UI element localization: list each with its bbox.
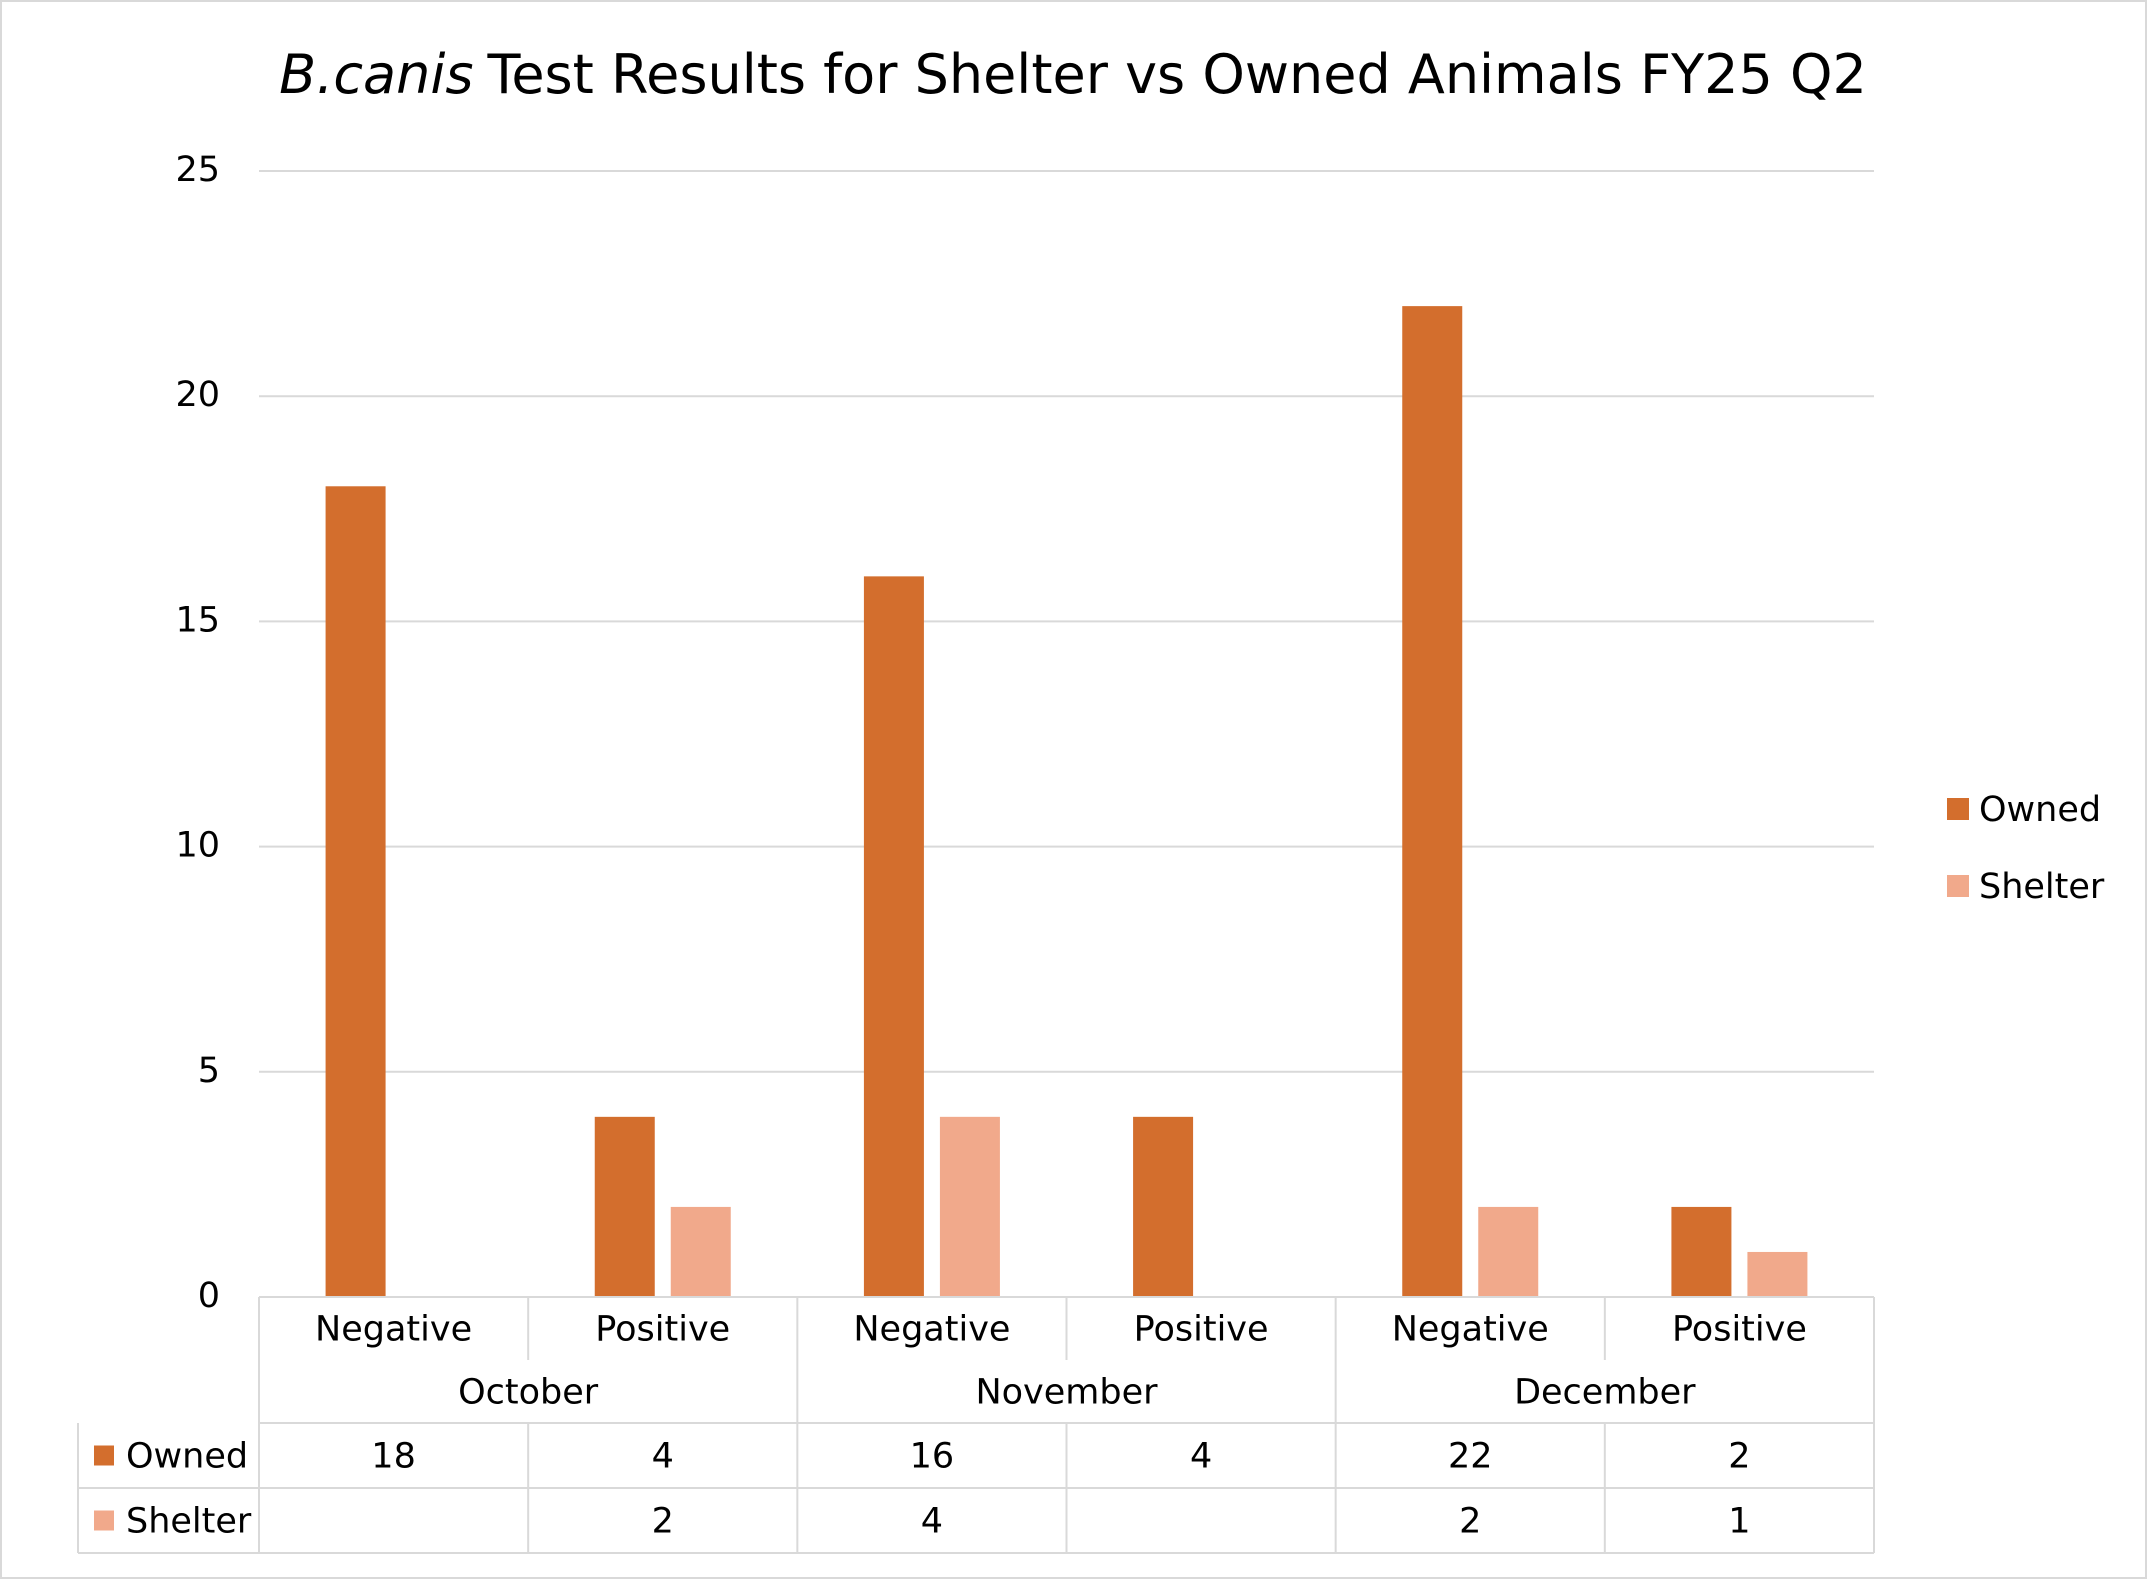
table-row-label: Owned — [126, 1437, 248, 1477]
y-tick-label: 15 — [175, 600, 220, 640]
table-cell: 2 — [1728, 1437, 1750, 1477]
bar — [1478, 1206, 1539, 1297]
x-tick-label: Positive — [1672, 1310, 1807, 1350]
table-row-label: Shelter — [126, 1502, 252, 1542]
x-tick-label: Negative — [853, 1310, 1010, 1350]
table-legend-key — [94, 1510, 114, 1531]
x-tick-label: Positive — [595, 1310, 730, 1350]
group-label: October — [458, 1373, 599, 1413]
bar — [670, 1206, 731, 1297]
bar — [1671, 1206, 1732, 1297]
table-cell: 2 — [1459, 1502, 1481, 1542]
bar — [1747, 1251, 1808, 1297]
legend-label: Owned — [1979, 790, 2101, 830]
table-cell: 22 — [1448, 1437, 1493, 1477]
y-tick-label: 5 — [198, 1051, 220, 1091]
table-cell: 4 — [652, 1437, 674, 1477]
group-label: December — [1514, 1373, 1696, 1413]
y-tick-label: 0 — [198, 1276, 220, 1316]
x-tick-label: Negative — [315, 1310, 472, 1350]
table-cell: 4 — [1190, 1437, 1212, 1477]
y-tick-label: 25 — [175, 150, 220, 190]
y-tick-label: 20 — [175, 375, 220, 415]
bar — [939, 1116, 1000, 1297]
legend-key — [1947, 875, 1969, 897]
table-cell: 2 — [652, 1502, 674, 1542]
chart-title: B.canis Test Results for Shelter vs Owned… — [279, 43, 1867, 106]
x-tick-label: Negative — [1392, 1310, 1549, 1350]
group-label: November — [975, 1373, 1158, 1413]
bar — [1133, 1116, 1194, 1297]
table-legend-key — [94, 1445, 114, 1466]
y-tick-label: 10 — [175, 826, 220, 866]
title-species: B.canis — [279, 43, 473, 106]
title-text: Test Results for Shelter vs Owned Animal… — [487, 43, 1867, 106]
table-cell: 1 — [1728, 1502, 1750, 1542]
legend-label: Shelter — [1979, 867, 2105, 907]
legend-key — [1947, 798, 1969, 820]
x-tick-label: Positive — [1134, 1310, 1269, 1350]
table-cell: 16 — [910, 1437, 955, 1477]
bar — [325, 486, 386, 1297]
table-cell: 4 — [921, 1502, 943, 1542]
bar — [1402, 306, 1463, 1297]
table-cell: 18 — [371, 1437, 416, 1477]
bar — [863, 576, 924, 1297]
bar — [594, 1116, 655, 1297]
